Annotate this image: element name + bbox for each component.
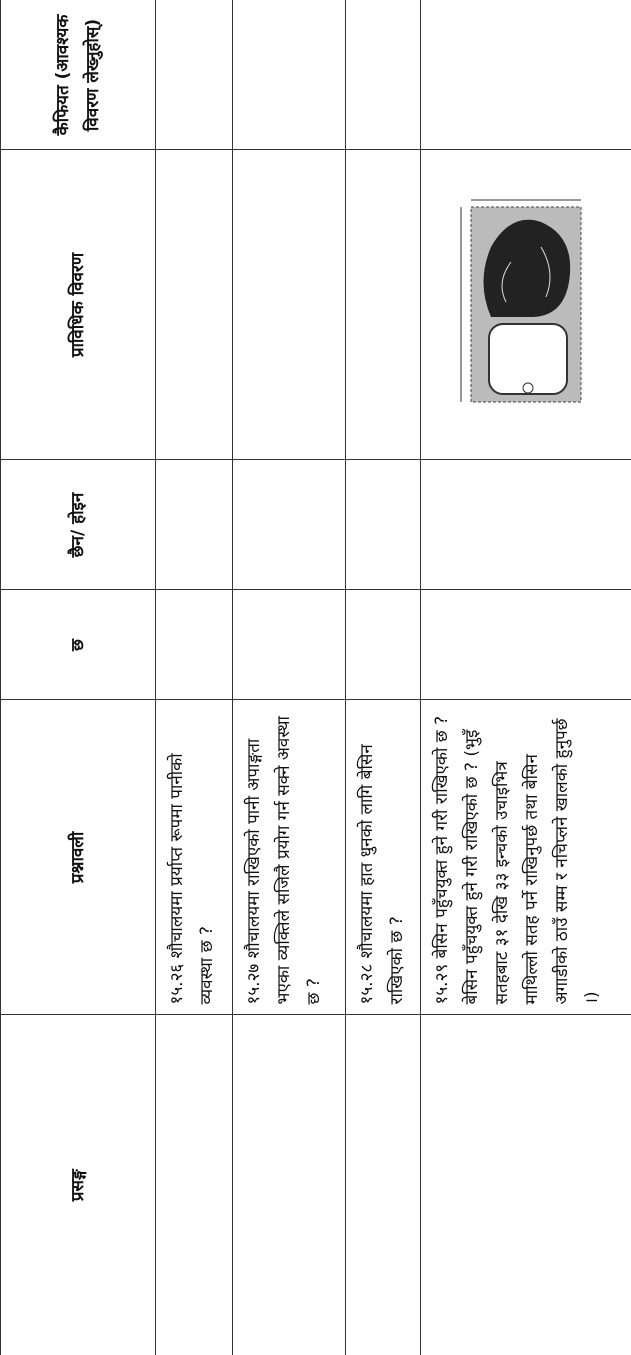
table-cell: १५.२७ शौचालयमा राखिएको पानी अपाङ्गता भएक…: [232, 700, 346, 1015]
table-cell: [420, 460, 631, 590]
header-cell: छैन/ होइन: [0, 460, 156, 590]
table-row: १५.२९ बेसिन पहुँचयुक्त हुने गरी राखिएको …: [420, 0, 631, 1355]
table-cell: [155, 460, 233, 590]
header-cell: प्रश्नावली: [0, 700, 156, 1015]
basin-figure: [460, 200, 582, 403]
table-cell: [232, 0, 346, 150]
table-cell: [345, 460, 421, 590]
person-detail: [501, 247, 551, 303]
header-row: प्रसङ्ग प्रश्नावली छ छैन/ होइन प्राविधिक…: [0, 0, 156, 1355]
table-cell: [155, 590, 233, 700]
table-cell: [345, 150, 421, 460]
table-row: १५.२७ शौचालयमा राखिएको पानी अपाङ्गता भएक…: [232, 0, 346, 1355]
table-cell: [155, 0, 233, 150]
table-cell: [345, 1015, 421, 1355]
table-cell: [232, 460, 346, 590]
tap: [522, 383, 534, 394]
table-cell: [232, 590, 346, 700]
table-cell: [232, 150, 346, 460]
table-cell: [155, 1015, 233, 1355]
table-cell: [420, 0, 631, 150]
table-cell: [420, 1015, 631, 1355]
table-row: १५.२६ शौचालयमा प्रर्याप्त रूपमा पानीको व…: [155, 0, 233, 1355]
table-row: १५.२८ शौचालयमा हात धुनको लागि बेसिन राखि…: [345, 0, 421, 1355]
table-cell: [155, 150, 233, 460]
table-cell: [232, 1015, 346, 1355]
table-cell: [345, 590, 421, 700]
table-cell: [420, 590, 631, 700]
table-cell: १५.२८ शौचालयमा हात धुनको लागि बेसिन राखि…: [345, 700, 421, 1015]
basin: [488, 323, 568, 396]
header-cell: कैफियत (आवश्यक विवरण लेख्नुहोस्): [0, 0, 156, 150]
table-cell: १५.२६ शौचालयमा प्रर्याप्त रूपमा पानीको व…: [155, 700, 233, 1015]
header-cell: छ: [0, 590, 156, 700]
person: [483, 220, 571, 318]
table-body: १५.२६ शौचालयमा प्रर्याप्त रूपमा पानीको व…: [155, 0, 631, 1355]
header-cell: प्राविधिक विवरण: [0, 150, 156, 460]
header-cell: प्रसङ्ग: [0, 1015, 156, 1355]
table-cell: [345, 0, 421, 150]
table-cell: [420, 150, 631, 460]
table-cell: १५.२९ बेसिन पहुँचयुक्त हुने गरी राखिएको …: [420, 700, 631, 1015]
